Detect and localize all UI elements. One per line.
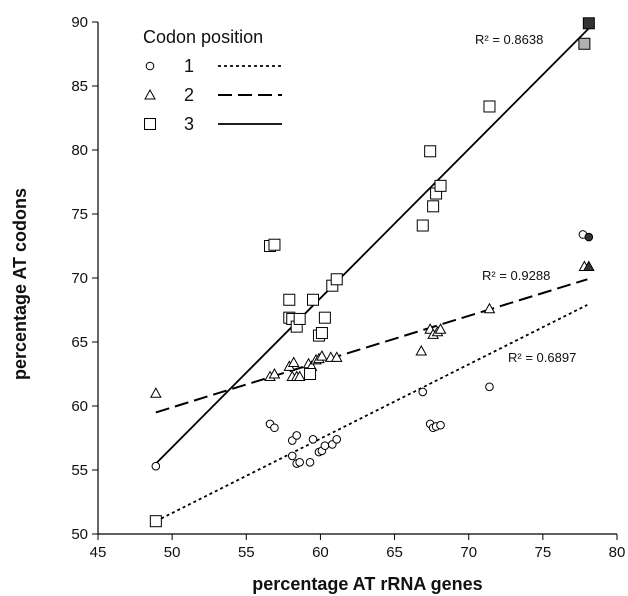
y-tick-label: 80 [71, 142, 88, 159]
point-series-2 [287, 356, 300, 367]
point-series-3 [427, 200, 440, 213]
legend-marker-3 [144, 118, 156, 130]
y-axis-title: percentage AT codons [10, 188, 30, 380]
point-series-3 [149, 515, 162, 528]
y-tick-label: 90 [71, 14, 88, 31]
point-series-3 [304, 368, 317, 380]
fit-line-2 [155, 278, 588, 414]
point-series-1 [418, 387, 428, 397]
point-series-2 [434, 323, 447, 334]
point-series-1 [151, 461, 161, 471]
point-series-3 [416, 219, 429, 232]
y-tick-label: 65 [71, 334, 88, 351]
fit-line-1 [155, 304, 588, 523]
y-tick-label: 60 [71, 398, 88, 415]
point-series-1 [270, 423, 279, 433]
y-tick-label: 70 [71, 270, 88, 287]
r2-label-series-1: R² = 0.6897 [508, 350, 576, 365]
x-tick-label: 50 [164, 544, 181, 561]
fit-lines [155, 27, 590, 523]
point-series-1 [485, 382, 494, 392]
point-series-3 [293, 312, 306, 325]
y-tick-label: 50 [71, 526, 88, 543]
highlight-point-series-1 [584, 232, 594, 242]
legend-label-3: 3 [184, 114, 194, 134]
point-series-2 [415, 344, 428, 356]
point-series-3 [483, 100, 496, 113]
x-tick-label: 45 [90, 544, 107, 561]
highlight-point-series-3 [582, 17, 595, 30]
point-series-3 [434, 179, 447, 192]
highlight-point-series-2 [582, 260, 595, 271]
point-series-1 [287, 451, 297, 461]
x-axis-title: percentage AT rRNA genes [252, 574, 482, 594]
point-series-2 [149, 387, 162, 398]
legend-title: Codon position [143, 27, 263, 47]
point-series-1 [295, 458, 304, 467]
point-series-3 [307, 293, 320, 306]
point-series-2 [293, 370, 306, 382]
point-series-3 [283, 293, 296, 306]
x-tick-label: 80 [609, 544, 626, 561]
point-series-3 [268, 238, 281, 251]
r-squared-labels: R² = 0.6897 R² = 0.9288 R² = 0.8638 [475, 32, 576, 365]
point-series-2 [483, 302, 496, 314]
point-series-3 [330, 273, 343, 286]
point-series-1 [332, 434, 342, 444]
point-series-3 [424, 145, 437, 158]
legend: Codon position 1 2 3 [143, 27, 282, 134]
point-series-3 [315, 327, 328, 340]
legend-label-1: 1 [184, 56, 194, 76]
legend-marker-1 [145, 61, 155, 71]
x-tick-label: 75 [535, 544, 552, 561]
point-series-2 [316, 350, 328, 361]
point-series-1 [436, 420, 445, 430]
y-tick-label: 75 [71, 206, 88, 223]
x-tick-label: 60 [312, 544, 329, 561]
point-series-2 [268, 367, 281, 379]
point-series-3 [318, 311, 331, 324]
x-tick-label: 55 [238, 544, 255, 561]
highlight-point-series-3 [578, 37, 591, 50]
y-tick-label: 55 [71, 462, 88, 479]
legend-label-2: 2 [184, 85, 194, 105]
point-series-1 [305, 458, 315, 467]
legend-marker-2 [144, 88, 156, 100]
fit-line-3 [155, 27, 590, 465]
data-points [149, 17, 595, 528]
y-tick-label: 85 [71, 78, 88, 95]
r2-label-series-3: R² = 0.8638 [475, 32, 543, 47]
point-series-1 [320, 441, 330, 450]
x-tick-label: 65 [386, 544, 403, 561]
x-tick-label: 70 [460, 544, 477, 561]
point-series-1 [292, 431, 302, 440]
point-series-2 [330, 351, 343, 362]
r2-label-series-2: R² = 0.9288 [482, 268, 550, 283]
point-series-1 [308, 434, 318, 444]
